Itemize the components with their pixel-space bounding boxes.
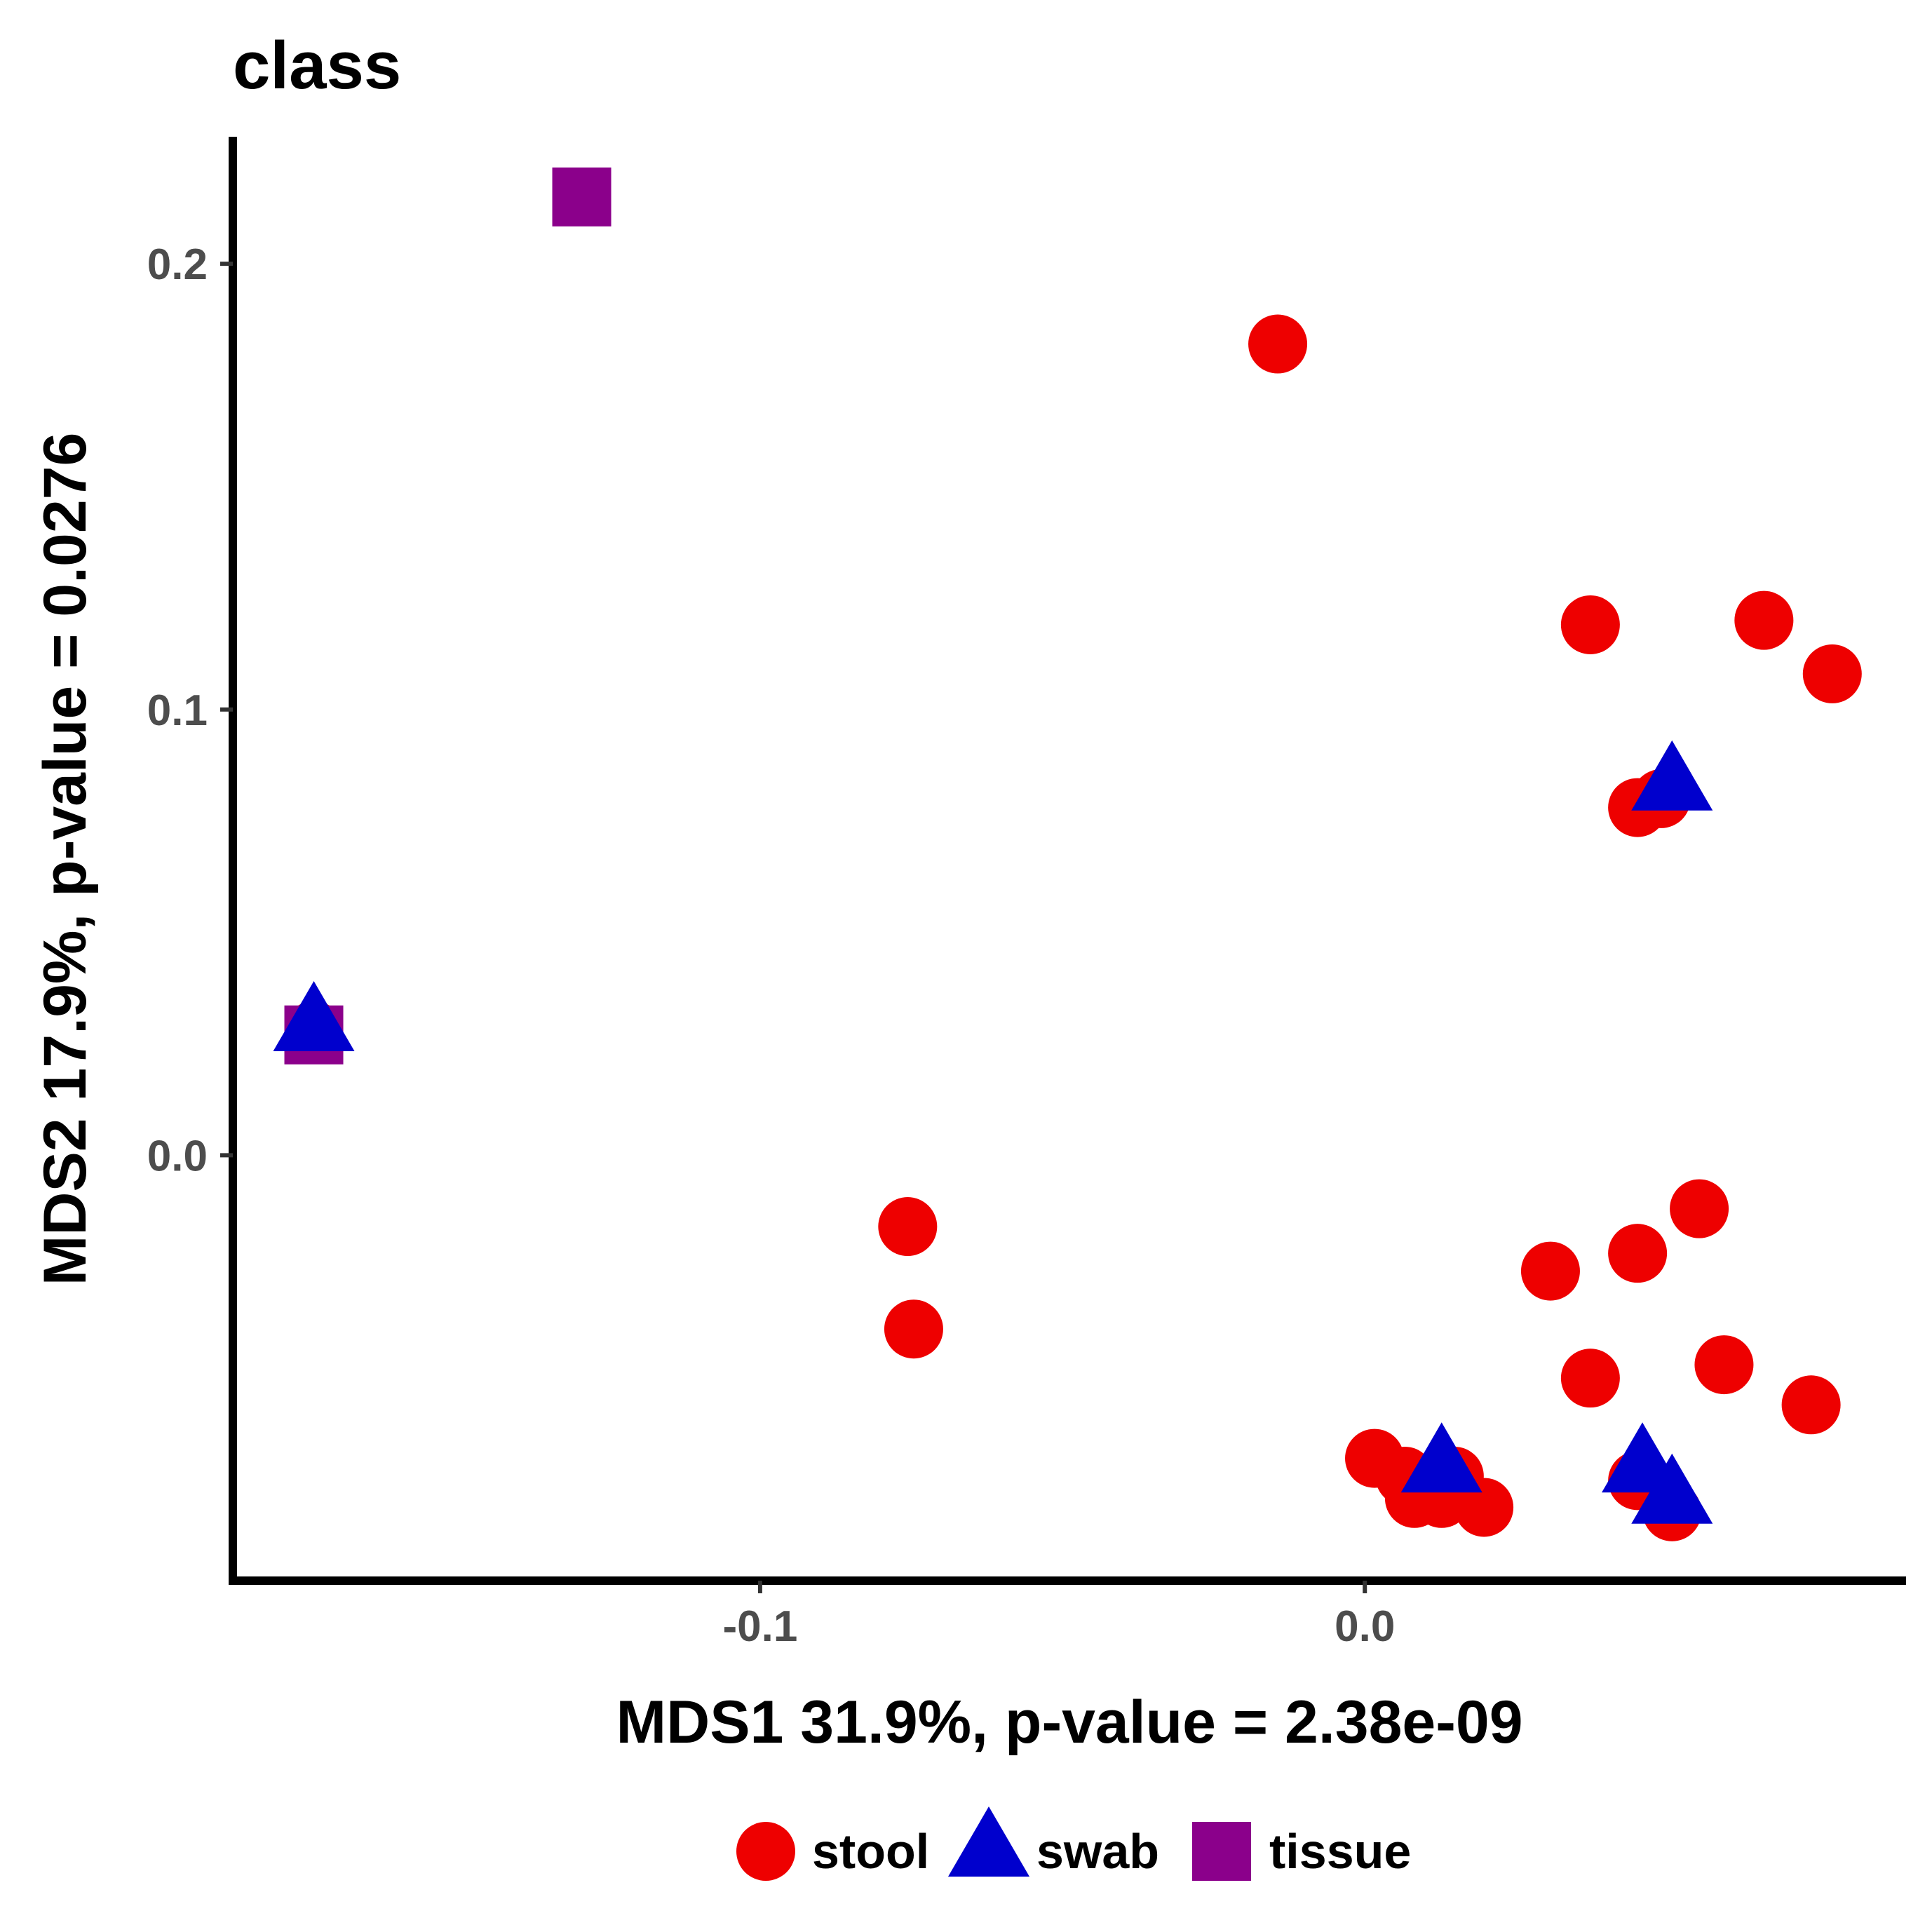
legend-tissue-marker [1192, 1822, 1251, 1881]
stool-point [1560, 595, 1620, 654]
stool-point [1802, 644, 1862, 703]
y-axis-ticks: 0.0 0.1 0.2 [147, 241, 233, 1180]
legend-item-swab: swab [948, 1806, 1159, 1879]
x-tick-label: 0.0 [1335, 1602, 1395, 1651]
stool-point [1670, 1179, 1729, 1238]
stool-point [1781, 1375, 1841, 1435]
legend-stool-marker [736, 1822, 795, 1881]
swab-point [1631, 1453, 1713, 1524]
stool-point [1454, 1478, 1514, 1537]
stool-point [1734, 590, 1794, 650]
stool-point [1520, 1241, 1580, 1301]
legend-item-tissue: tissue [1192, 1822, 1411, 1881]
stool-point [1560, 1349, 1620, 1408]
y-tick-label: 0.0 [147, 1132, 208, 1180]
y-tick-label: 0.1 [147, 687, 208, 735]
y-axis-title: MDS2 17.9%, p-value = 0.0276 [32, 433, 99, 1286]
stool-point [1248, 314, 1308, 374]
stool-point [878, 1197, 938, 1257]
legend: stool swab tissue [736, 1806, 1411, 1881]
x-tick-label: -0.1 [722, 1602, 797, 1651]
legend-item-stool: stool [736, 1822, 929, 1881]
x-axis-ticks: -0.1 0.0 [722, 1581, 1395, 1651]
plot-area [273, 167, 1862, 1541]
stool-point [884, 1299, 943, 1359]
legend-tissue-label: tissue [1269, 1824, 1411, 1879]
chart-title: class [233, 28, 401, 103]
swab-point [273, 981, 355, 1052]
swab-point [1400, 1422, 1482, 1493]
stool-point [1608, 1224, 1668, 1283]
x-axis-title: MDS1 31.9%, p-value = 2.38e-09 [616, 1689, 1522, 1756]
stool-point [1694, 1335, 1754, 1395]
y-tick-label: 0.2 [147, 241, 208, 289]
swab-point [1631, 740, 1713, 811]
tissue-point [552, 167, 612, 227]
legend-swab-label: swab [1036, 1824, 1159, 1879]
legend-swab-marker [948, 1806, 1029, 1877]
legend-stool-label: stool [812, 1824, 929, 1879]
